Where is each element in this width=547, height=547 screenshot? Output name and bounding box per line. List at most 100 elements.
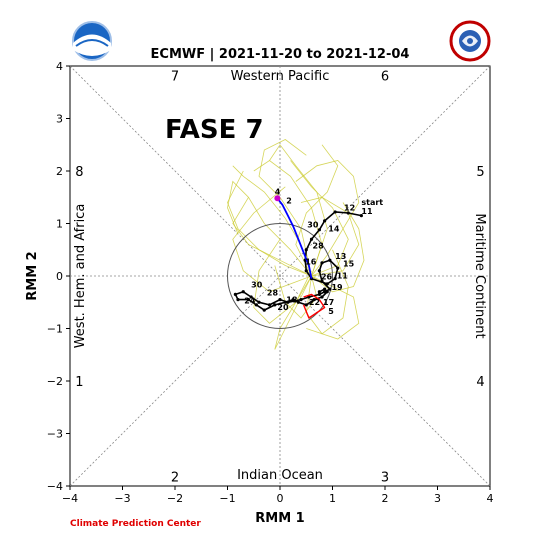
data-point [359, 214, 363, 218]
data-point [325, 282, 329, 286]
x-tick-label: −2 [167, 492, 183, 505]
y-tick-label: −2 [47, 375, 63, 388]
x-ticks: −4 −3 −2 −1 0 1 2 3 4 [62, 486, 494, 505]
data-point [323, 287, 327, 291]
phase-number: 7 [171, 69, 179, 84]
y-tick-label: 4 [56, 60, 63, 73]
day-label: 19 [331, 283, 343, 292]
ensemble-line [306, 275, 360, 340]
x-axis-title: RMM 1 [255, 511, 304, 526]
phase-number: 3 [381, 471, 389, 486]
noaa-logo [72, 21, 112, 61]
x-tick-label: 2 [382, 492, 389, 505]
y-tick-label: 2 [56, 165, 63, 178]
day-label: 5 [328, 307, 334, 316]
data-point [323, 219, 327, 223]
region-right: Maritime Continent [472, 213, 487, 338]
data-point [267, 303, 272, 307]
trajectory-series [233, 195, 363, 319]
ensemble-line [274, 265, 318, 319]
phase-number: 4 [476, 375, 484, 390]
day-label: 18 [286, 295, 298, 304]
region-left: West. Hem. and Africa [73, 204, 88, 349]
series-line [276, 197, 313, 279]
data-point [320, 295, 324, 299]
ensemble-members [227, 139, 365, 350]
y-axis-title: RMM 2 [25, 251, 40, 300]
data-point [241, 290, 245, 294]
y-tick-label: 3 [56, 113, 63, 126]
data-point [328, 287, 332, 291]
data-point [254, 303, 258, 307]
phase-boundaries [69, 65, 491, 487]
ensemble-line [295, 144, 339, 277]
y-tick-label: 0 [56, 270, 63, 283]
data-point [262, 308, 266, 312]
data-point [233, 292, 237, 296]
data-point [291, 298, 295, 302]
data-point [257, 300, 261, 304]
region-top: Western Pacific [231, 69, 330, 84]
day-label: 30 [307, 221, 319, 230]
ensemble-line [232, 197, 312, 277]
data-point [304, 269, 308, 273]
day-label: 14 [328, 224, 340, 233]
nws-logo [449, 20, 491, 62]
data-point [309, 237, 314, 241]
y-tick-label: −3 [47, 428, 63, 441]
phase-numbers: 7 68 51 42 3 [75, 69, 484, 485]
data-point [333, 277, 337, 281]
data-point [320, 279, 324, 283]
day-label: 15 [343, 260, 355, 269]
day-label: 17 [323, 298, 334, 307]
x-tick-label: −4 [62, 492, 78, 505]
ensemble-line [300, 196, 360, 277]
data-point [320, 261, 324, 265]
ensemble-line [290, 160, 349, 277]
data-point [273, 303, 277, 307]
data-point [304, 248, 308, 252]
chart-title: ECMWF | 2021-11-20 to 2021-12-04 [151, 47, 410, 62]
ensemble-line [295, 160, 360, 277]
ensemble-line [227, 170, 312, 277]
data-point [304, 303, 308, 307]
data-point [299, 298, 303, 302]
data-point [333, 210, 337, 214]
data-point [317, 228, 321, 232]
day-label: 11 [361, 207, 373, 216]
region-bottom: Indian Ocean [237, 468, 323, 483]
data-point [317, 290, 321, 294]
y-ticks: −4 −3 −2 −1 0 1 2 3 4 [47, 60, 70, 493]
data-point [323, 290, 327, 294]
data-point [249, 295, 253, 299]
data-point [325, 290, 329, 294]
day-label: 16 [305, 257, 317, 266]
data-point [336, 266, 340, 270]
data-point [278, 298, 282, 302]
day-label: 28 [313, 242, 325, 251]
data-point [283, 300, 287, 304]
day-label: 13 [335, 252, 346, 261]
series-line [302, 293, 326, 319]
x-tick-label: 4 [487, 492, 494, 505]
day-label: start [361, 198, 383, 207]
data-point [328, 258, 332, 262]
x-tick-label: 1 [329, 492, 336, 505]
data-point [346, 211, 350, 215]
data-point [246, 298, 251, 302]
day-label: 30 [251, 281, 263, 290]
phase-number: 2 [171, 471, 179, 486]
start-marker [274, 195, 281, 202]
ensemble-line [232, 186, 312, 293]
day-label: 26 [321, 273, 333, 282]
data-point [296, 300, 300, 304]
phase-annotation: FASE 7 [165, 115, 264, 145]
data-point [317, 269, 321, 273]
day-label: 12 [344, 203, 355, 212]
day-label: 24 [244, 296, 256, 305]
day-label: 28 [267, 288, 279, 297]
y-tick-label: 1 [56, 218, 63, 231]
credit-text: Climate Prediction Center [70, 519, 201, 529]
